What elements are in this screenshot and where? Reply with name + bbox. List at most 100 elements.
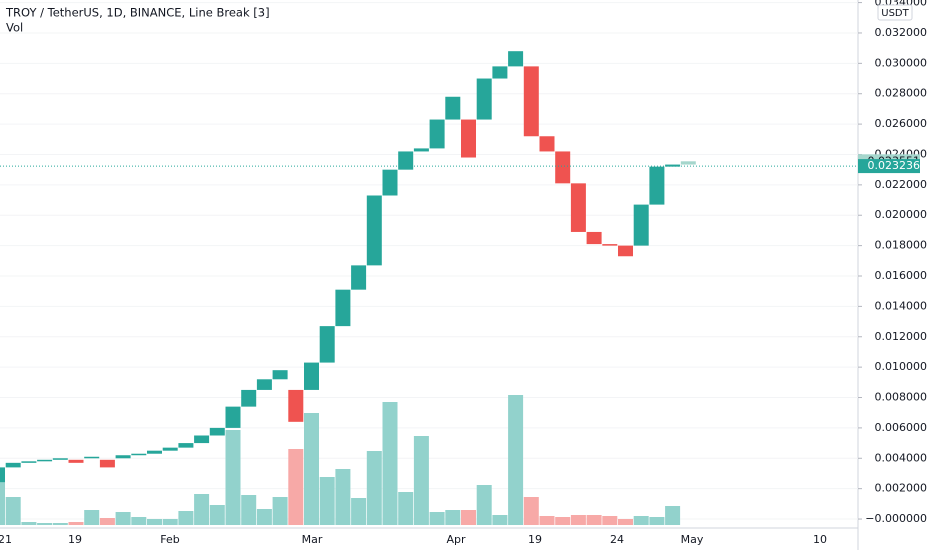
brick (398, 151, 414, 170)
brick (256, 379, 272, 390)
volume-bar (413, 436, 429, 525)
brick (162, 447, 178, 451)
volume-bar (476, 485, 492, 525)
close-price-box (858, 159, 920, 174)
volume-bar (539, 516, 555, 525)
brick (272, 370, 288, 380)
brick (0, 467, 5, 483)
volume-bar (288, 449, 304, 525)
volume-title: Vol (6, 21, 23, 35)
brick (99, 459, 115, 468)
volume-bar (319, 477, 335, 525)
brick (351, 265, 367, 290)
y-tick-label: 0.016000 (875, 269, 928, 282)
volume-bar (461, 510, 476, 525)
brick (602, 244, 618, 246)
volume-bar (147, 519, 162, 525)
volume-bar (665, 506, 681, 525)
volume-bar (586, 515, 602, 525)
volume-bar (445, 510, 461, 525)
y-tick-label: 0.028000 (875, 87, 928, 100)
volume-bar (304, 413, 319, 525)
volume-bar (335, 469, 351, 525)
brick (586, 231, 602, 245)
volume-bar (0, 483, 5, 525)
currency-label: USDT (881, 8, 909, 19)
volume-bar (37, 523, 53, 525)
brick (84, 456, 100, 459)
y-tick-label: 0.032000 (875, 26, 928, 39)
brick (335, 289, 351, 327)
volume-bar (256, 509, 272, 525)
y-tick-label: 0.008000 (875, 391, 928, 404)
brick (288, 389, 304, 422)
brick (382, 169, 398, 196)
x-tick-label: Apr (446, 533, 466, 546)
y-tick-label: 0.034000 (875, 0, 928, 9)
volume-bar (21, 522, 37, 525)
volume-bar (508, 395, 524, 525)
volume-bar (398, 492, 414, 525)
volume-bar (602, 516, 618, 525)
brick (570, 183, 586, 232)
y-tick-label: 0.004000 (875, 451, 928, 464)
close-price-label: 0.023236 (868, 159, 921, 172)
currency-badge (877, 4, 913, 21)
brick (241, 389, 257, 407)
brick (539, 136, 555, 152)
brick (523, 66, 539, 137)
brick (304, 362, 319, 390)
volume-bar (555, 517, 571, 525)
brick (21, 461, 37, 463)
y-tick-label: 0.014000 (875, 299, 928, 312)
x-tick-label: 21 (0, 533, 12, 546)
volume-bar (351, 498, 367, 525)
brick (366, 195, 382, 266)
volume-bar (84, 510, 100, 525)
brick (492, 66, 508, 79)
x-tick-label: 19 (68, 533, 82, 546)
x-tick-label: 10 (813, 533, 827, 546)
brick (5, 462, 21, 468)
y-tick-label: 0.030000 (875, 56, 928, 69)
volume-bar (194, 494, 210, 525)
brick (429, 119, 445, 149)
volume-bar (162, 519, 178, 525)
brick (68, 459, 84, 463)
brick (115, 455, 131, 459)
brick (633, 204, 649, 246)
y-tick-label: 0.026000 (875, 117, 928, 130)
x-tick-label: Mar (302, 533, 323, 546)
volume-bar (209, 505, 225, 525)
volume-bar (225, 430, 241, 525)
brick (476, 78, 492, 120)
brick (461, 119, 476, 158)
x-tick-label: Feb (160, 533, 179, 546)
volume-bar (131, 517, 147, 525)
volume-bar (272, 497, 288, 525)
volume-bar (633, 516, 649, 525)
y-tick-label: 0.018000 (875, 239, 928, 252)
brick (319, 326, 335, 363)
brick (147, 450, 162, 454)
brick (178, 443, 194, 448)
volume-bar (523, 497, 539, 525)
y-tick-label: 0.020000 (875, 208, 928, 221)
brick (445, 96, 461, 120)
y-tick-label: 0.012000 (875, 330, 928, 343)
volume-bar (366, 451, 382, 525)
y-tick-label: 0.006000 (875, 421, 928, 434)
volume-bar (618, 519, 633, 525)
brick (194, 435, 210, 444)
brick (37, 459, 53, 462)
x-tick-label: 19 (528, 533, 542, 546)
brick (209, 427, 225, 436)
y-tick-label: 0.002000 (875, 482, 928, 495)
volume-bar (99, 518, 115, 525)
y-tick-label: 0.010000 (875, 360, 928, 373)
brick (555, 151, 571, 184)
x-tick-label: 24 (610, 533, 624, 546)
volume-bar (382, 402, 398, 525)
volume-bar (68, 522, 84, 525)
